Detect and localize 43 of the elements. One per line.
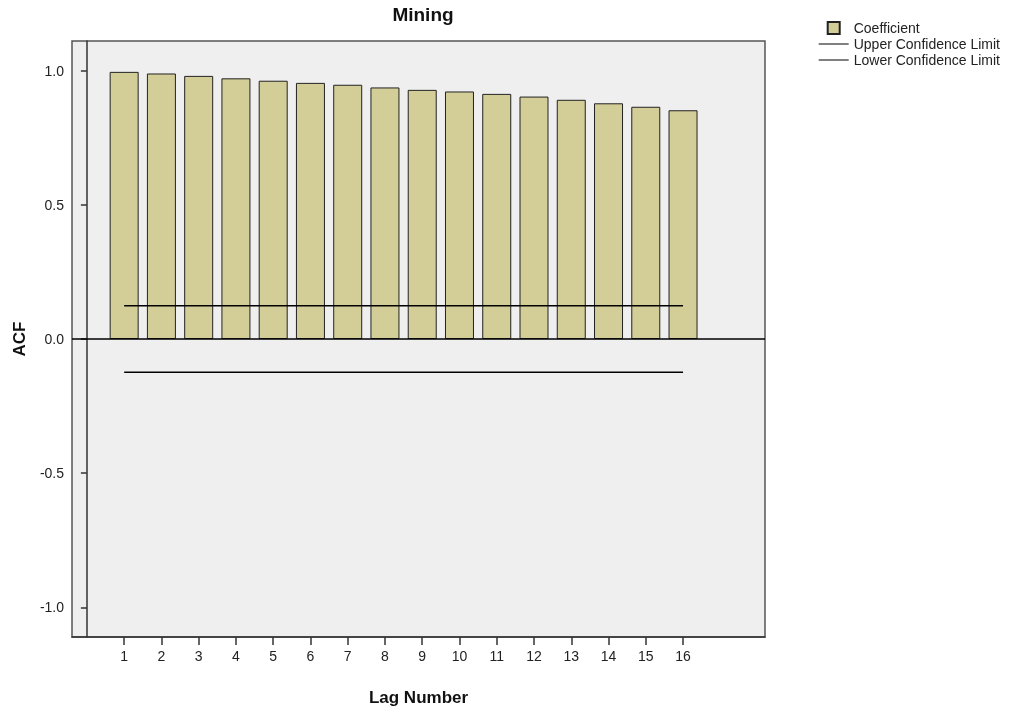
bar bbox=[594, 103, 624, 339]
y-tick-label: 0.5 bbox=[44, 196, 65, 213]
bar bbox=[556, 99, 586, 339]
bar bbox=[482, 93, 512, 339]
bar bbox=[333, 84, 363, 339]
bar bbox=[184, 75, 214, 339]
x-tick-label: 8 bbox=[381, 648, 390, 664]
y-axis-title: ACF bbox=[10, 321, 29, 357]
y-tick-label: 0.0 bbox=[44, 331, 65, 347]
x-tick-label: 4 bbox=[232, 648, 241, 664]
bar bbox=[668, 110, 698, 339]
x-tick-label: 10 bbox=[451, 648, 468, 664]
bar bbox=[519, 96, 549, 339]
bar bbox=[295, 82, 325, 339]
bar bbox=[258, 80, 288, 339]
x-tick-label: 7 bbox=[343, 648, 352, 664]
x-tick-label: 6 bbox=[306, 648, 315, 664]
x-tick-label: 1 bbox=[120, 648, 129, 664]
bar bbox=[631, 106, 661, 339]
x-tick-label: 3 bbox=[194, 648, 203, 664]
x-tick-label: 5 bbox=[269, 648, 278, 664]
x-tick-label: 13 bbox=[563, 648, 580, 664]
bar bbox=[146, 73, 176, 339]
bar bbox=[109, 71, 139, 339]
y-tick-label: 1.0 bbox=[44, 62, 65, 79]
bar bbox=[407, 89, 437, 339]
x-tick-label: 16 bbox=[675, 648, 692, 664]
legend-label: Coefficient bbox=[853, 20, 920, 36]
x-tick-label: 12 bbox=[526, 648, 542, 664]
x-tick-label: 15 bbox=[637, 648, 654, 664]
x-tick-label: 11 bbox=[489, 648, 505, 664]
x-tick-label: 2 bbox=[157, 648, 166, 664]
bar bbox=[370, 87, 400, 339]
legend-label: Upper Confidence Limit bbox=[853, 36, 1001, 52]
legend-label: Lower Confidence Limit bbox=[853, 52, 1001, 68]
y-tick-label: -0.5 bbox=[39, 465, 65, 482]
y-tick-label: -1.0 bbox=[39, 599, 65, 616]
x-tick-label: 14 bbox=[600, 648, 617, 664]
bar bbox=[444, 91, 474, 339]
chart-title: Mining bbox=[392, 4, 454, 25]
x-tick-label: 9 bbox=[418, 648, 427, 664]
x-axis-title: Lag Number bbox=[368, 688, 469, 707]
bar bbox=[221, 78, 251, 339]
